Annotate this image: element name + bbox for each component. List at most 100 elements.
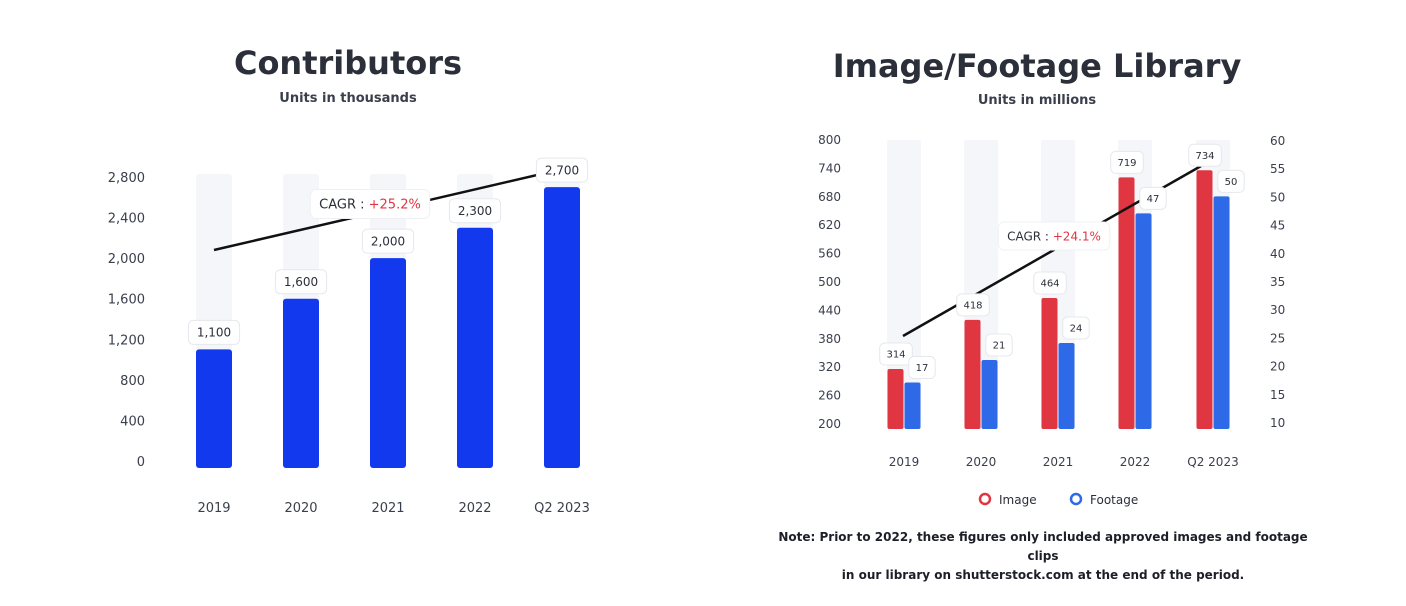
footnote-line-2: in our library on shutterstock.com at th…	[841, 568, 1245, 582]
y-tick-label: 2,000	[108, 252, 145, 267]
footage-data-label-box	[908, 356, 936, 380]
data-label: 2,000	[361, 228, 415, 254]
cagr-annotation-text: CAGR : +25.2%	[319, 198, 421, 213]
library-chart-subtitle: Units in millions	[977, 93, 1097, 108]
x-tick-label: 2020	[966, 455, 997, 469]
y-right-tick-label: 55	[1270, 162, 1285, 176]
cagr-annotation: CAGR : +24.1%	[997, 221, 1111, 251]
footage-data-label-box	[1062, 316, 1090, 340]
y-right-tick-label: 30	[1270, 303, 1285, 317]
data-label-text: 1,100	[197, 326, 231, 340]
legend-image-marker	[978, 492, 992, 506]
data-label: 1,600	[274, 269, 328, 295]
contributors-chart-subtitle: Units in thousands	[279, 91, 417, 106]
data-label: 2,700	[535, 157, 589, 183]
x-tick-label: 2019	[889, 455, 920, 469]
bar-footage	[981, 359, 998, 429]
footage-data-label: 21	[985, 333, 1013, 357]
y-left-tick-label: 440	[818, 303, 841, 317]
y-tick-label: 2,800	[108, 171, 145, 186]
y-left-tick-label: 380	[818, 332, 841, 346]
bar-contributors	[544, 187, 580, 468]
footage-data-label-text: 21	[993, 341, 1006, 352]
y-right-tick-label: 45	[1270, 219, 1285, 233]
image-data-label: 464	[1033, 271, 1067, 295]
footage-data-label-text: 24	[1070, 324, 1083, 335]
cagr-annotation-label: CAGR :	[1007, 229, 1053, 243]
x-tick-label: Q2 2023	[534, 501, 590, 516]
x-tick-label: Q2 2023	[1187, 455, 1238, 469]
cagr-annotation-label: CAGR :	[319, 198, 369, 213]
cagr-annotation-text: CAGR : +24.1%	[1007, 229, 1101, 243]
cagr-annotation-box	[997, 221, 1111, 251]
data-label-text: 1,600	[284, 275, 318, 289]
contributors-chart-title: Contributors	[233, 44, 463, 82]
cagr-annotation-box	[309, 189, 431, 219]
cagr-annotation: CAGR : +25.2%	[309, 189, 431, 219]
data-label-text: 2,700	[545, 163, 579, 177]
y-left-tick-label: 680	[818, 190, 841, 204]
y-right-tick-label: 50	[1270, 190, 1285, 204]
image-data-label-box	[879, 342, 913, 366]
y-left-tick-label: 200	[818, 417, 841, 431]
bar-contributors	[283, 298, 319, 468]
x-tick-label: 2022	[1120, 455, 1151, 469]
y-left-tick-label: 260	[818, 389, 841, 403]
image-data-label-text: 719	[1117, 158, 1136, 169]
footage-data-label-box	[1139, 186, 1167, 210]
y-right-tick-label: 20	[1270, 360, 1285, 374]
footage-data-label-text: 47	[1147, 194, 1160, 205]
image-data-label-text: 314	[886, 350, 905, 361]
y-right-tick-label: 35	[1270, 275, 1285, 289]
bar-image	[1041, 298, 1058, 429]
y-left-tick-label: 800	[818, 133, 841, 147]
library-chart-title: Image/Footage Library	[832, 47, 1242, 85]
data-label-box	[361, 228, 415, 254]
bar-footage	[1058, 343, 1075, 429]
library-footnote: Note: Prior to 2022, these figures only …	[763, 528, 1323, 585]
data-label-box	[274, 269, 328, 295]
bar-contributors	[196, 349, 232, 468]
legend-footage-label: Footage	[1090, 493, 1138, 507]
footage-data-label: 24	[1062, 316, 1090, 340]
image-data-label: 734	[1188, 143, 1222, 167]
x-tick-label: 2020	[284, 501, 317, 516]
footage-data-label: 50	[1217, 169, 1245, 193]
image-data-label-box	[1110, 150, 1144, 174]
y-left-tick-label: 620	[818, 218, 841, 232]
image-data-label-text: 464	[1040, 279, 1059, 290]
data-label-text: 2,000	[371, 234, 405, 248]
contributors-chart-panel: Contributors Units in thousands 0 400 800 1…	[108, 44, 590, 516]
x-tick-label: 2019	[197, 501, 230, 516]
y-tick-label: 400	[120, 414, 145, 429]
library-chart-panel: Image/Footage Library Units in millions …	[703, 0, 1406, 606]
image-data-label-text: 418	[963, 300, 982, 311]
bar-footage	[904, 382, 921, 429]
footage-data-label-text: 50	[1225, 177, 1238, 188]
bar-contributors	[457, 227, 493, 468]
y-right-tick-label: 60	[1270, 134, 1285, 148]
bar-image	[1118, 177, 1135, 429]
image-data-label-box	[1188, 143, 1222, 167]
bar-image	[887, 369, 904, 429]
image-data-label-box	[1033, 271, 1067, 295]
y-left-tick-label: 560	[818, 247, 841, 261]
footage-data-label: 47	[1139, 186, 1167, 210]
data-label: 2,300	[448, 198, 502, 224]
footage-data-label-box	[985, 333, 1013, 357]
y-left-tick-label: 320	[818, 360, 841, 374]
image-data-label: 418	[956, 293, 990, 317]
footnote-line-1: Note: Prior to 2022, these figures only …	[778, 530, 1308, 563]
image-data-label: 719	[1110, 150, 1144, 174]
data-label: 1,100	[187, 319, 241, 345]
data-label-box	[187, 319, 241, 345]
y-right-tick-label: 40	[1270, 247, 1285, 261]
footage-data-label: 17	[908, 356, 936, 380]
footage-data-label-text: 17	[916, 363, 929, 374]
x-tick-label: 2022	[458, 501, 491, 516]
y-tick-label: 800	[120, 374, 145, 389]
y-right-tick-label: 15	[1270, 388, 1285, 402]
cagr-annotation-value: +25.2%	[369, 198, 421, 213]
legend-image-label: Image	[999, 493, 1037, 507]
x-tick-label: 2021	[1043, 455, 1074, 469]
